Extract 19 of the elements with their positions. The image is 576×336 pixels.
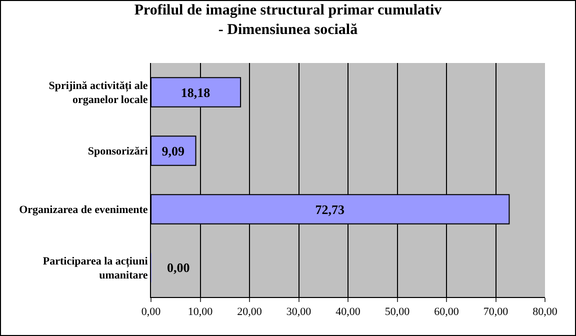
y-tick-label: Organizarea de evenimente [19,204,148,216]
x-tick-label: 70,00 [483,306,509,318]
x-tick-label: 30,00 [286,306,312,318]
data-label: 72,73 [315,202,345,217]
y-tick-label: Sponsorizări [88,146,148,158]
x-tick-label: 10,00 [188,306,214,318]
data-label: 18,18 [180,84,211,100]
chart-title: Profilul de imagine structural primar cumulativ [134,2,442,18]
y-tick-label: Participarea la acțiuni umanitare [42,255,148,282]
x-tick-label: 40,00 [336,306,361,318]
data-label: 0,00 [167,260,190,275]
data-label: 9,09 [162,143,186,158]
y-tick-label: Sprijină activități ale organelor locale [48,80,148,106]
x-tick-label: 20,00 [237,306,262,318]
x-tick-label: 80,00 [532,306,558,318]
chart-subtitle: - Dimensiunea socială [218,22,358,38]
x-tick-label: 50,00 [384,306,410,318]
x-tick-label: 0,00 [141,306,162,318]
x-tick-label: 60,00 [434,306,460,318]
